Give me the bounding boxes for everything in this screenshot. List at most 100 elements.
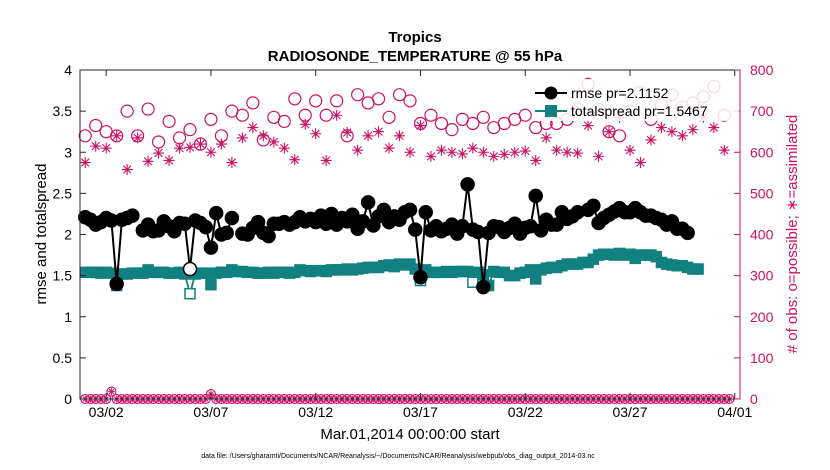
rmse-point: [345, 207, 360, 223]
obs-assimilated-point: [624, 144, 636, 156]
obs-assimilated-point: [456, 148, 468, 160]
obs-assimilated-point: [299, 118, 311, 130]
y-axis-right: 0 100 200 300 400 500 600 700 800: [734, 62, 774, 407]
y-left-tick-label: 1.5: [53, 268, 73, 284]
obs-possible-point: [403, 94, 417, 108]
x-axis: 03/02 03/07 03/12 03/17 03/22 03/27 04/01: [89, 70, 752, 420]
rmse-point: [376, 202, 392, 218]
rmse-point: [360, 195, 376, 210]
y-left-tick-label: 0: [64, 391, 72, 407]
y-right-tick-label: 300: [750, 268, 774, 284]
obs-possible-point: [476, 110, 490, 124]
rmse-point: [203, 240, 219, 255]
y-right-tick-label: 100: [750, 350, 774, 366]
obs-assimilated-point: [414, 120, 426, 132]
obs-assimilated-point: [142, 155, 154, 167]
obs-possible-point: [204, 112, 218, 126]
y-right-tick-label: 500: [750, 185, 774, 201]
rmse-point: [109, 276, 124, 292]
obs-assimilated-point: [132, 132, 144, 144]
obs-assimilated-point: [687, 124, 699, 136]
obs-possible-point: [434, 116, 449, 131]
obs-assimilated-point: [215, 138, 227, 150]
rmse-point: [261, 228, 276, 244]
y-left-tick-label: 3: [64, 144, 72, 160]
totalspread-point: [692, 263, 704, 275]
y-axis-left-label: rmse and totalspread: [33, 164, 50, 305]
y-left-tick-label: 0.5: [53, 350, 73, 366]
rmse-point: [460, 177, 475, 192]
obs-assimilated-point: [79, 157, 91, 169]
chart-title: Tropics: [388, 29, 441, 46]
x-tick-label: 03/12: [298, 404, 333, 420]
obs-assimilated-point: [603, 126, 615, 138]
obs-possible-point: [141, 102, 155, 116]
obs-possible-point: [424, 108, 438, 122]
obs-assimilated-point: [551, 144, 563, 156]
rmse-point: [476, 279, 491, 295]
x-tick-label: 03/02: [89, 404, 124, 420]
obs-assimilated-point: [163, 154, 175, 166]
obs-assimilated-point: [425, 150, 437, 162]
totalspread-point: [461, 265, 474, 278]
legend: rmse pr=2.1152 totalspread pr=1.5467: [533, 79, 739, 121]
footer-data-file: data file: /Users/gharamti/Documents/NCA…: [201, 453, 595, 460]
obs-possible-point: [162, 114, 176, 129]
obs-possible-point: [330, 94, 344, 108]
y-left-tick-label: 3.5: [53, 103, 73, 119]
rmse-point: [413, 270, 428, 285]
obs-assimilated-point: [467, 142, 479, 154]
obs-assimilated-point: [404, 146, 416, 158]
obs-zero-assimilated-point: [108, 388, 115, 395]
obs-assimilated-point: [383, 142, 395, 154]
obs-assimilated-point: [718, 144, 730, 156]
obs-assimilated-point: [205, 146, 217, 158]
totalspread-point: [184, 287, 196, 300]
obs-assimilated-point: [708, 122, 720, 134]
y-right-tick-label: 600: [750, 144, 774, 160]
obs-possible-point: [351, 88, 365, 102]
obs-assimilated-point: [540, 132, 552, 144]
legend-spread-marker: [545, 105, 557, 117]
obs-assimilated-point: [153, 147, 165, 159]
obs-assimilated-point: [331, 109, 343, 121]
y-left-tick-label: 1: [64, 309, 72, 325]
obs-assimilated-point: [593, 150, 605, 162]
obs-assimilated-point: [488, 150, 500, 162]
rmse-point: [224, 210, 240, 226]
y-right-tick-label: 800: [750, 62, 774, 78]
obs-assimilated-point: [310, 128, 322, 140]
obs-possible-point: [309, 94, 323, 108]
obs-assimilated-point: [530, 154, 542, 166]
obs-assimilated-point: [111, 130, 123, 142]
obs-assimilated-point: [194, 138, 206, 150]
rmse-point: [528, 188, 543, 204]
x-tick-label: 03/27: [612, 404, 647, 420]
rmse-point: [402, 202, 418, 218]
obs-assimilated-point: [634, 157, 646, 169]
rmse-point: [586, 198, 601, 213]
obs-assimilated-point: [373, 126, 385, 138]
legend-rmse-label: rmse pr=2.1152: [571, 85, 669, 101]
y-left-tick-label: 2.5: [53, 185, 73, 201]
obs-assimilated-point: [362, 130, 374, 142]
rmse-point: [407, 222, 423, 237]
obs-possible-point: [445, 123, 459, 137]
y-axis-left: 0 0.5 1 1.5 2 2.5 3 3.5 4: [53, 62, 86, 407]
rmse-point: [418, 205, 433, 220]
obs-assimilated-point: [655, 122, 667, 134]
obs-assimilated-point: [226, 157, 238, 169]
obs-assimilated-point: [394, 130, 406, 142]
x-tick-label: 03/07: [193, 404, 228, 420]
obs-assimilated-point: [90, 140, 102, 152]
obs-possible-point: [466, 116, 480, 131]
y-left-tick-label: 2: [64, 227, 72, 243]
obs-assimilated-point: [435, 144, 447, 156]
obs-assimilated-point: [121, 164, 133, 176]
obs-assimilated-point: [289, 154, 301, 166]
rmse-point: [208, 205, 224, 221]
legend-spread-label: totalspread pr=1.5467: [571, 103, 708, 119]
obs-assimilated-point: [268, 136, 280, 148]
y-left-tick-label: 4: [64, 62, 72, 78]
